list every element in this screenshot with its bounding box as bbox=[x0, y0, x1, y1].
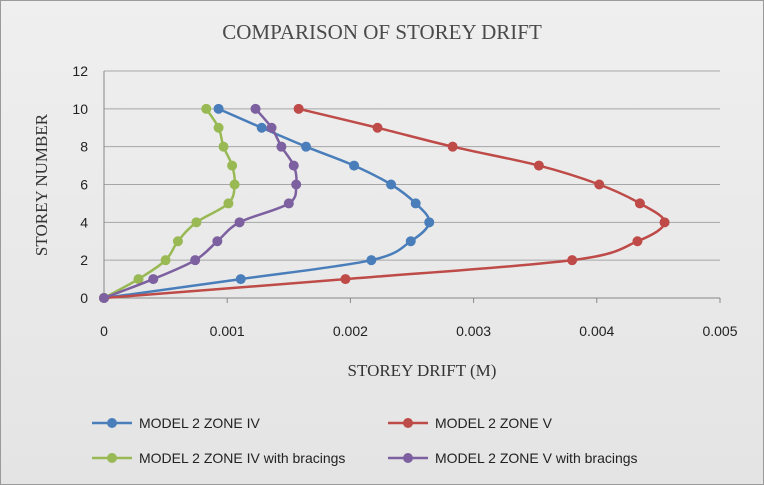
data-point bbox=[218, 141, 229, 152]
data-point bbox=[288, 160, 299, 171]
legend-swatch-marker bbox=[107, 418, 117, 428]
legend-swatch-marker bbox=[107, 453, 117, 463]
x-tick-label: 0.004 bbox=[579, 323, 614, 339]
data-point bbox=[234, 217, 245, 228]
series-4 bbox=[99, 103, 302, 303]
data-point bbox=[99, 293, 109, 303]
data-point bbox=[190, 255, 201, 266]
data-point bbox=[223, 198, 234, 209]
x-tick-label: 0.003 bbox=[456, 323, 491, 339]
x-tick-label: 0.002 bbox=[333, 323, 368, 339]
legend-item: MODEL 2 ZONE IV with bracings bbox=[92, 450, 345, 466]
series-1 bbox=[99, 103, 435, 303]
data-point bbox=[229, 179, 240, 190]
data-point bbox=[160, 255, 171, 266]
data-point bbox=[256, 122, 267, 133]
x-tick-label: 0.005 bbox=[702, 323, 737, 339]
data-point bbox=[293, 103, 304, 114]
data-point bbox=[424, 217, 435, 228]
data-point bbox=[191, 217, 202, 228]
series-line bbox=[103, 107, 666, 300]
data-point bbox=[276, 141, 287, 152]
data-point bbox=[594, 179, 605, 190]
data-point bbox=[201, 103, 212, 114]
data-point bbox=[533, 160, 544, 171]
data-point bbox=[372, 122, 383, 133]
data-point bbox=[266, 122, 277, 133]
data-point bbox=[447, 141, 458, 152]
y-axis-title: STOREY NUMBER bbox=[32, 113, 51, 256]
y-tick-label: 0 bbox=[80, 290, 88, 306]
data-point bbox=[301, 141, 312, 152]
data-point bbox=[227, 160, 238, 171]
legend-item: MODEL 2 ZONE V bbox=[388, 415, 553, 431]
data-point bbox=[405, 236, 416, 247]
legend: MODEL 2 ZONE IV MODEL 2 ZONE V MODEL 2 ZON… bbox=[92, 415, 638, 466]
data-point bbox=[567, 255, 578, 266]
data-point bbox=[349, 160, 360, 171]
data-point bbox=[386, 179, 397, 190]
axes bbox=[103, 71, 721, 303]
legend-swatch-marker bbox=[403, 418, 413, 428]
legend-swatch-marker bbox=[403, 453, 413, 463]
chart-title: COMPARISON OF STOREY DRIFT bbox=[222, 20, 542, 44]
data-point bbox=[410, 198, 421, 209]
data-point bbox=[212, 236, 223, 247]
legend-label: MODEL 2 ZONE V with bracings bbox=[435, 450, 638, 466]
legend-label: MODEL 2 ZONE IV bbox=[139, 415, 261, 431]
y-tick-label: 4 bbox=[80, 214, 88, 230]
y-tick-label: 12 bbox=[72, 63, 88, 79]
y-tick-label: 8 bbox=[80, 139, 88, 155]
y-tick-label: 2 bbox=[80, 252, 88, 268]
data-point bbox=[634, 198, 645, 209]
data-point bbox=[213, 103, 224, 114]
y-tick-labels: 0 2 4 6 8 10 12 bbox=[72, 63, 88, 306]
x-axis-title: STOREY DRIFT (M) bbox=[348, 361, 497, 380]
series-line bbox=[103, 107, 431, 300]
legend-label: MODEL 2 ZONE V bbox=[435, 415, 553, 431]
data-point bbox=[213, 122, 224, 133]
y-tick-label: 10 bbox=[72, 101, 88, 117]
data-point bbox=[366, 255, 377, 266]
data-point bbox=[632, 236, 643, 247]
series-line bbox=[103, 108, 236, 300]
series-line bbox=[103, 108, 298, 300]
data-point bbox=[283, 198, 294, 209]
y-tick-label: 6 bbox=[80, 177, 88, 193]
legend-item: MODEL 2 ZONE V with bracings bbox=[388, 450, 638, 466]
series-2 bbox=[99, 103, 670, 303]
data-point bbox=[172, 236, 183, 247]
data-point bbox=[659, 217, 670, 228]
data-point bbox=[235, 274, 246, 285]
data-point bbox=[340, 274, 351, 285]
data-point bbox=[291, 179, 302, 190]
series-group bbox=[99, 103, 670, 303]
x-tick-label: 0 bbox=[100, 323, 108, 339]
x-tick-labels: 0 0.001 0.002 0.003 0.004 0.005 bbox=[100, 323, 738, 339]
legend-item: MODEL 2 ZONE IV bbox=[92, 415, 261, 431]
data-point bbox=[148, 274, 159, 285]
data-point bbox=[133, 274, 144, 285]
grid-lines bbox=[104, 70, 720, 261]
x-tick-label: 0.001 bbox=[210, 323, 245, 339]
legend-label: MODEL 2 ZONE IV with bracings bbox=[139, 450, 345, 466]
data-point bbox=[250, 103, 261, 114]
